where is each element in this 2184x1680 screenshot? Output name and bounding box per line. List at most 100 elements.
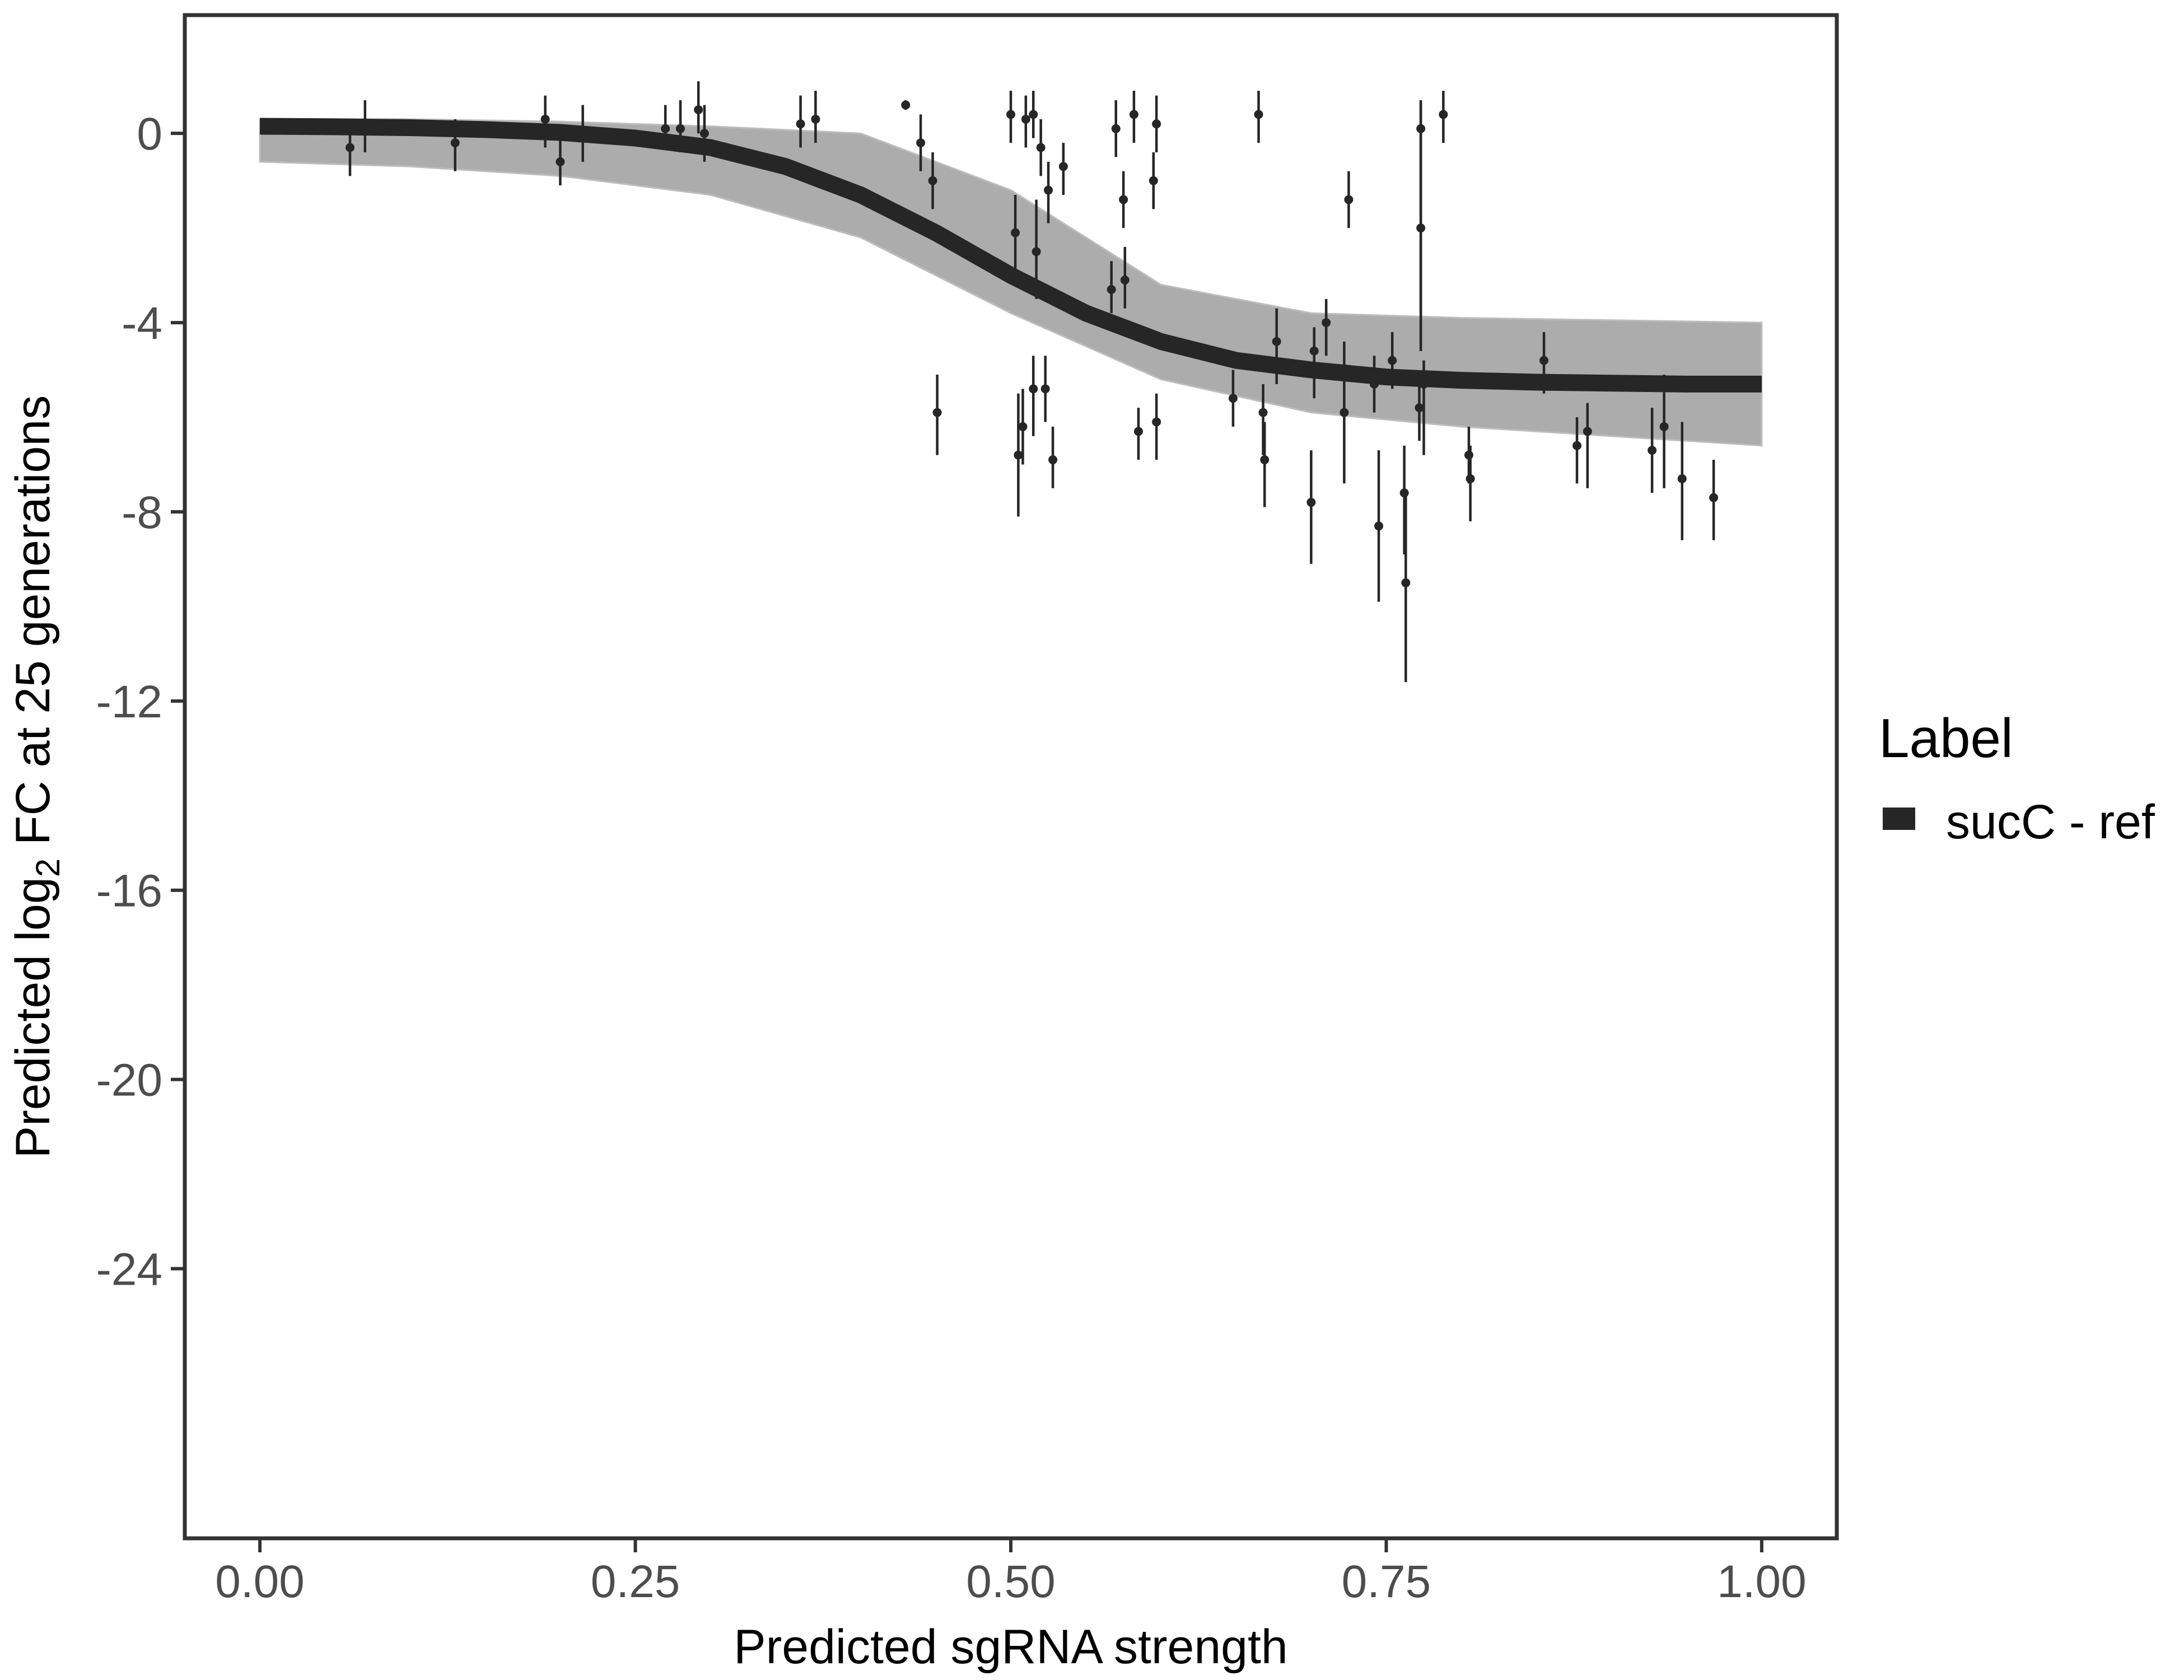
panel-border: [183, 13, 1839, 1541]
data-point: [1258, 384, 1268, 455]
point-marker: [1120, 276, 1130, 285]
point-marker: [932, 408, 942, 417]
point-marker: [1032, 247, 1041, 256]
data-point: [1388, 332, 1397, 389]
point-marker: [1344, 195, 1354, 204]
point-marker: [1399, 488, 1409, 498]
data-point: [360, 100, 370, 152]
point-marker: [1021, 114, 1030, 124]
y-tick-label: -12: [96, 676, 162, 727]
point-marker: [1011, 228, 1020, 237]
data-point: [928, 152, 937, 209]
y-tick-label: -20: [96, 1055, 162, 1106]
data-point: [1659, 374, 1669, 488]
point-marker: [694, 105, 703, 114]
data-point: [1040, 356, 1050, 422]
point-marker: [916, 138, 926, 148]
point-marker: [1044, 185, 1053, 195]
point-marker: [1466, 474, 1475, 483]
data-point: [661, 105, 670, 148]
point-marker: [450, 138, 460, 148]
data-point: [1133, 408, 1143, 460]
point-marker: [661, 124, 670, 133]
legend-entry-label: sucC - ref: [1946, 795, 2155, 849]
point-marker: [1388, 356, 1397, 365]
y-axis: 0 -4 -8 -12 -16 -20 -24: [96, 109, 183, 1295]
point-marker: [1107, 284, 1116, 294]
point-marker: [1048, 455, 1058, 465]
point-marker: [1370, 379, 1379, 389]
data-point: [699, 105, 709, 162]
point-marker: [901, 100, 911, 110]
point-marker: [578, 129, 587, 138]
data-point: [1309, 327, 1319, 399]
point-marker: [1036, 143, 1046, 152]
data-point: [1058, 143, 1068, 195]
data-point: [932, 374, 942, 455]
data-point: [1048, 426, 1058, 488]
point-marker: [1439, 110, 1448, 119]
data-point: [796, 95, 805, 148]
data-point: [1583, 403, 1592, 488]
data-point: [1228, 370, 1238, 427]
point-marker: [1416, 223, 1426, 233]
point-marker: [360, 124, 370, 133]
point-marker: [1129, 110, 1138, 119]
fit-curve-line: [259, 118, 1762, 393]
data-point: [1439, 91, 1448, 143]
data-point: [1648, 408, 1657, 493]
fit-curve: [259, 118, 1762, 393]
point-marker: [1539, 356, 1549, 365]
point-marker: [1272, 337, 1281, 346]
legend-title: Label: [1879, 707, 2013, 769]
data-point: [1415, 374, 1424, 441]
data-point: [1129, 91, 1138, 143]
data-point: [1021, 95, 1030, 148]
point-marker: [1228, 394, 1238, 403]
legend-key: [1883, 808, 1915, 830]
point-marker: [1659, 422, 1669, 431]
x-tick-label: 0.50: [966, 1556, 1056, 1607]
data-point: [346, 119, 354, 176]
x-tick-label: 0.75: [1342, 1556, 1431, 1607]
point-marker: [796, 119, 805, 129]
point-marker: [1152, 417, 1161, 427]
data-point: [1107, 261, 1116, 314]
point-marker: [556, 157, 565, 166]
data-point: [916, 114, 926, 171]
data-point: [578, 105, 587, 162]
data-point: [1344, 171, 1354, 228]
point-marker: [1018, 422, 1028, 431]
point-marker: [1058, 162, 1068, 171]
point-marker: [1149, 176, 1158, 185]
data-point: [694, 81, 703, 134]
data-point: [676, 100, 685, 152]
point-marker: [1306, 498, 1316, 507]
data-point: [1401, 493, 1411, 683]
data-point: [1119, 171, 1128, 228]
point-marker: [346, 143, 354, 152]
point-marker: [1572, 441, 1582, 450]
point-marker: [928, 176, 937, 185]
point-marker: [1309, 346, 1319, 356]
data-point: [1466, 445, 1475, 521]
point-marker: [1374, 521, 1384, 531]
legend: Label sucC - ref: [1879, 707, 2155, 849]
data-point: [1374, 450, 1384, 602]
data-point: [1149, 152, 1158, 209]
point-marker: [676, 124, 685, 133]
x-tick-label: 0.00: [215, 1556, 305, 1607]
y-tick-label: 0: [137, 109, 162, 160]
data-point: [1152, 393, 1161, 460]
x-axis-title: Predicted sgRNA strength: [734, 1620, 1288, 1674]
point-marker: [1258, 408, 1268, 417]
data-point: [1029, 91, 1038, 138]
point-marker: [1709, 493, 1719, 502]
data-point: [540, 95, 550, 148]
point-marker: [1254, 110, 1263, 119]
point-marker: [1260, 455, 1270, 465]
data-point: [1111, 100, 1121, 157]
data-point: [1419, 360, 1429, 455]
data-point: [1539, 332, 1549, 394]
